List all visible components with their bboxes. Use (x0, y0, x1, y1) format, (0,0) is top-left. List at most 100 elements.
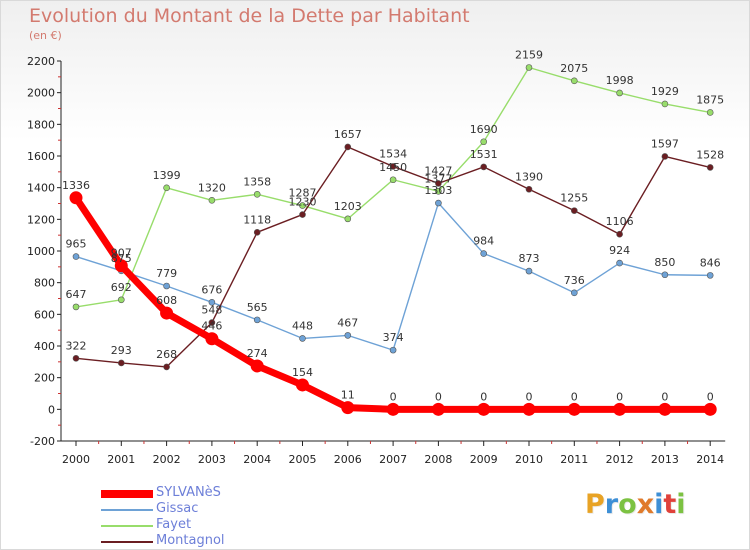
data-label: 984 (473, 235, 494, 248)
data-label: 1399 (153, 169, 181, 182)
data-point (522, 402, 536, 416)
value-labels: 1336 907 608 446 274 154 11 0 0 0 0 0 0 0 0 965 875 779 67… (62, 48, 724, 403)
data-label: 322 (66, 339, 87, 352)
y-tick-label: 1800 (27, 118, 55, 131)
data-point (570, 77, 578, 85)
data-point (118, 359, 125, 367)
data-label: 448 (292, 319, 313, 332)
data-point (253, 316, 261, 324)
y-tick-label: 2200 (27, 55, 55, 68)
x-tick-label: 2003 (198, 453, 226, 466)
logo-letter: P (585, 489, 605, 520)
data-label: 1118 (243, 213, 271, 226)
data-point (344, 215, 352, 223)
data-label: 0 (571, 390, 578, 403)
data-point (386, 402, 400, 416)
data-point (706, 109, 714, 116)
data-label: 446 (201, 320, 222, 333)
data-label: 293 (111, 344, 132, 357)
x-tick-label: 2000 (62, 453, 90, 466)
x-tick-label: 2014 (696, 453, 724, 466)
data-point (525, 267, 533, 275)
y-tick-label: 800 (34, 277, 55, 290)
data-point (613, 402, 627, 416)
data-point (118, 296, 125, 304)
y-tick-label: 2000 (27, 87, 55, 100)
data-label: 2159 (515, 48, 543, 61)
x-tick-label: 2007 (379, 453, 407, 466)
data-point (69, 191, 83, 205)
data-label: 0 (661, 390, 668, 403)
data-label: 1255 (560, 192, 588, 205)
data-label: 374 (383, 331, 404, 344)
data-point (389, 176, 397, 184)
data-label: 924 (609, 244, 630, 257)
data-label: 1390 (515, 170, 543, 183)
data-label: 965 (66, 238, 87, 251)
data-point (344, 332, 352, 339)
data-point (205, 332, 219, 346)
y-tick-label: 1000 (27, 245, 55, 258)
data-label: 1287 (289, 187, 317, 200)
data-label: 1320 (198, 181, 226, 194)
data-label: 1303 (424, 184, 452, 197)
data-point (570, 289, 578, 297)
data-point (299, 211, 306, 218)
data-label: 1690 (470, 123, 498, 136)
logo-letter: x (636, 489, 655, 520)
data-label: 1230 (289, 196, 317, 209)
data-point (114, 259, 128, 273)
data-point (250, 359, 264, 373)
y-tick-label: 1200 (27, 213, 55, 226)
data-label: 736 (564, 274, 585, 287)
data-label: 779 (156, 267, 177, 280)
x-tick-label: 2008 (424, 453, 452, 466)
data-point (480, 163, 488, 171)
data-label: 268 (156, 348, 177, 361)
data-label: 875 (111, 252, 132, 265)
logo-letter: t (663, 489, 677, 520)
x-tick-label: 2013 (651, 453, 679, 466)
data-point (208, 298, 216, 306)
data-label: 0 (480, 390, 487, 403)
data-label: 608 (156, 294, 177, 307)
x-tick-label: 2012 (606, 453, 634, 466)
data-label: 1427 (424, 164, 452, 177)
y-tick-label: 200 (34, 372, 55, 385)
data-point (706, 272, 714, 279)
chart-title: Evolution du Montant de la Dette par Hab… (29, 5, 470, 27)
data-point (389, 163, 397, 170)
data-label: 1450 (379, 161, 407, 174)
data-label: 1531 (470, 148, 498, 161)
legend-swatch (101, 541, 153, 543)
data-label: 873 (519, 252, 540, 265)
x-tick-label: 2002 (153, 453, 181, 466)
data-point (72, 253, 80, 260)
data-label: 1203 (334, 200, 362, 213)
data-point (616, 89, 623, 97)
data-label: 1336 (62, 179, 90, 192)
data-point (480, 250, 488, 257)
y-tick-label: 600 (34, 308, 55, 321)
data-point (616, 230, 623, 238)
data-label: 11 (341, 389, 355, 402)
x-tick-label: 2009 (470, 453, 498, 466)
data-point (703, 402, 717, 416)
data-point (431, 402, 445, 416)
data-label: 1377 (424, 172, 452, 185)
data-point (570, 207, 578, 214)
legend-label: Montagnol (156, 533, 225, 548)
data-point (658, 402, 672, 416)
data-point (567, 402, 581, 416)
legend-label: SYLVANèS (156, 485, 221, 500)
data-label: 676 (201, 283, 222, 296)
data-label: 467 (337, 316, 358, 329)
legend-item: Fayet (101, 518, 321, 534)
x-tick-label: 2006 (334, 453, 362, 466)
legend-swatch (101, 509, 153, 511)
proxiti-logo: Proxiti (585, 489, 686, 520)
data-point (661, 153, 669, 160)
data-label: 0 (435, 390, 442, 403)
